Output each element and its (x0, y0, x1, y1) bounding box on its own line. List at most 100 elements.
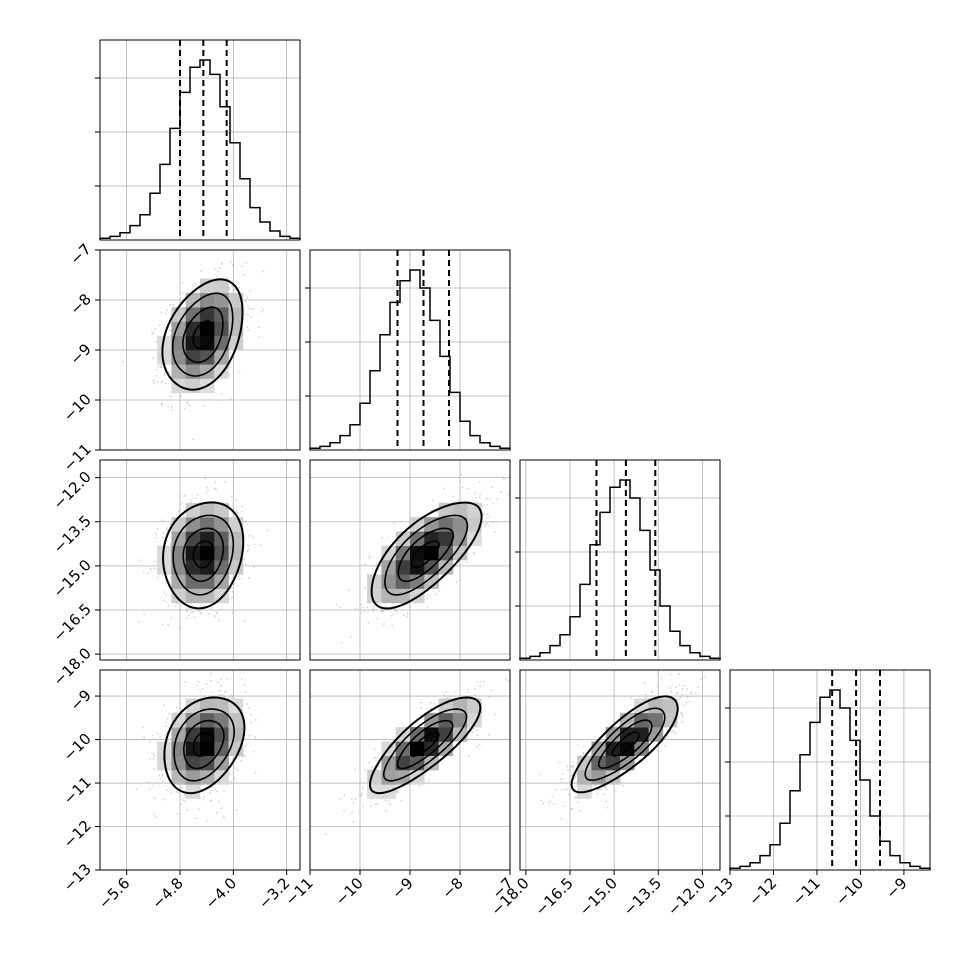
sample-point (559, 778, 562, 780)
panel-content (310, 670, 510, 870)
sample-point (162, 536, 164, 539)
sample-point (149, 740, 152, 743)
sample-point (387, 800, 390, 803)
sample-point (216, 681, 219, 684)
x-tick-label: −13.5 (620, 874, 665, 919)
density-cell (648, 712, 664, 728)
sample-point (229, 398, 232, 401)
sample-point (576, 744, 579, 747)
sample-point (178, 503, 181, 506)
contour-line (163, 696, 246, 795)
density-cell (185, 755, 201, 771)
sample-point (375, 563, 378, 566)
density-cell (452, 531, 468, 547)
sample-point (221, 608, 223, 611)
panel-frame (99, 459, 301, 661)
sample-point (139, 559, 142, 562)
sample-point (339, 798, 342, 801)
density-cell (185, 574, 201, 589)
sample-point (368, 555, 371, 558)
sample-point (198, 610, 200, 613)
sample-point (243, 620, 246, 623)
sample-point (156, 732, 159, 735)
sample-point (563, 805, 566, 808)
sample-point (381, 610, 384, 613)
panel-content (310, 460, 510, 660)
sample-point (246, 313, 249, 316)
sample-point (375, 803, 377, 805)
sample-point (229, 352, 232, 354)
sample-point (155, 532, 158, 535)
sample-point (443, 693, 446, 696)
sample-point (564, 788, 566, 791)
sample-point (183, 793, 186, 796)
panel-content (100, 460, 300, 660)
sample-point (571, 760, 574, 763)
sample-point (225, 276, 228, 279)
density-cell (185, 502, 201, 518)
sample-point (199, 612, 202, 615)
sample-point (222, 695, 224, 697)
panel-content (100, 670, 300, 870)
y-tick-label: −8 (66, 290, 94, 318)
sample-point (681, 687, 684, 690)
histogram-bars (309, 269, 511, 450)
sample-point (159, 365, 162, 368)
sample-point (481, 505, 484, 507)
sample-point (169, 395, 172, 398)
sample-point (575, 784, 578, 787)
sample-point (161, 623, 164, 626)
sample-point (485, 497, 488, 500)
sample-point (377, 569, 380, 571)
sample-point (244, 745, 247, 747)
sample-point (455, 690, 457, 693)
sample-point (373, 757, 376, 760)
sample-point (241, 510, 244, 512)
sample-point (250, 713, 253, 716)
sample-point (566, 769, 569, 772)
sample-point (238, 286, 241, 289)
sample-point (244, 300, 247, 303)
sample-point (239, 577, 241, 580)
sample-point (666, 735, 669, 737)
sample-point (488, 498, 491, 501)
density-cell (157, 350, 172, 365)
sample-point (477, 695, 480, 697)
sample-point (162, 773, 164, 776)
sample-point (376, 759, 379, 762)
sample-point (154, 328, 157, 330)
sample-point (244, 313, 247, 316)
sample-point (234, 582, 236, 585)
sample-point (582, 752, 585, 755)
contour-line (192, 540, 215, 569)
sample-point (466, 691, 469, 694)
sample-point (597, 789, 600, 792)
contour-line (410, 731, 440, 757)
density-cell (185, 770, 201, 785)
sample-point (389, 803, 392, 806)
sample-point (169, 523, 172, 526)
sample-point (476, 734, 479, 737)
sample-point (186, 610, 189, 613)
sample-point (686, 687, 689, 690)
sample-point (476, 729, 478, 732)
sample-point (215, 488, 217, 490)
sample-point (244, 691, 247, 694)
sample-point (460, 473, 463, 476)
sample-point (170, 617, 173, 619)
sample-point (491, 521, 494, 524)
sample-point (246, 296, 249, 299)
sample-point (348, 589, 351, 592)
sample-point (152, 380, 154, 383)
sample-point (188, 404, 191, 406)
scatter-panel-2-3 (519, 669, 721, 871)
sample-point (152, 379, 155, 382)
sample-point (669, 673, 672, 676)
density-cell (381, 574, 397, 589)
sample-point (669, 687, 672, 689)
sample-point (479, 493, 482, 496)
sample-point (248, 577, 250, 580)
density-cell (452, 545, 468, 561)
sample-point (230, 577, 233, 580)
sample-point (675, 686, 677, 689)
